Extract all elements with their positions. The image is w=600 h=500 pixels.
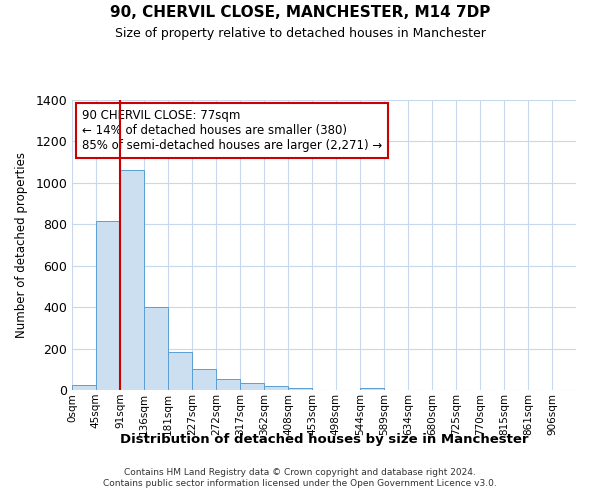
Bar <box>193 370 216 390</box>
Bar <box>144 307 168 390</box>
Text: 90, CHERVIL CLOSE, MANCHESTER, M14 7DP: 90, CHERVIL CLOSE, MANCHESTER, M14 7DP <box>110 5 490 20</box>
Bar <box>264 386 287 390</box>
Bar <box>72 385 96 390</box>
Bar <box>288 388 312 390</box>
Text: Contains HM Land Registry data © Crown copyright and database right 2024.
Contai: Contains HM Land Registry data © Crown c… <box>103 468 497 487</box>
Text: Size of property relative to detached houses in Manchester: Size of property relative to detached ho… <box>115 28 485 40</box>
Text: Distribution of detached houses by size in Manchester: Distribution of detached houses by size … <box>120 432 528 446</box>
Bar <box>96 221 119 390</box>
Bar <box>240 383 264 390</box>
Bar <box>120 170 144 390</box>
Bar <box>361 388 384 390</box>
Y-axis label: Number of detached properties: Number of detached properties <box>16 152 28 338</box>
Bar <box>216 378 240 390</box>
Bar <box>168 352 192 390</box>
Text: 90 CHERVIL CLOSE: 77sqm
← 14% of detached houses are smaller (380)
85% of semi-d: 90 CHERVIL CLOSE: 77sqm ← 14% of detache… <box>82 108 382 152</box>
